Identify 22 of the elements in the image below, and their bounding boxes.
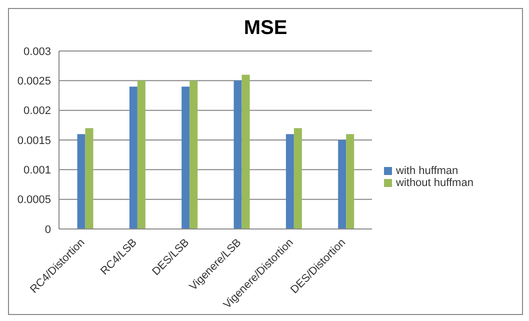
bar xyxy=(286,134,294,229)
y-tick-label: 0.0015 xyxy=(17,134,51,147)
bar xyxy=(242,74,250,229)
y-tick-label: 0.001 xyxy=(23,164,51,177)
y-tick-label: 0.0005 xyxy=(17,194,51,206)
y-tick-label: 0.003 xyxy=(23,46,51,58)
bar xyxy=(182,86,190,229)
bar xyxy=(129,86,138,229)
bar xyxy=(137,80,146,229)
legend-label: with huffman xyxy=(396,165,458,177)
bar xyxy=(294,128,302,229)
bar xyxy=(190,80,198,229)
bar xyxy=(77,134,86,229)
chart-title: MSE xyxy=(242,16,288,41)
y-tick-label: 0.002 xyxy=(23,105,51,118)
y-tick-label: 0.0025 xyxy=(17,76,51,88)
bar xyxy=(346,134,354,229)
bar xyxy=(85,128,94,229)
bar xyxy=(338,140,346,229)
bar xyxy=(234,80,242,229)
legend-label: without huffman xyxy=(396,177,474,189)
y-tick-label: 0 xyxy=(44,224,51,236)
